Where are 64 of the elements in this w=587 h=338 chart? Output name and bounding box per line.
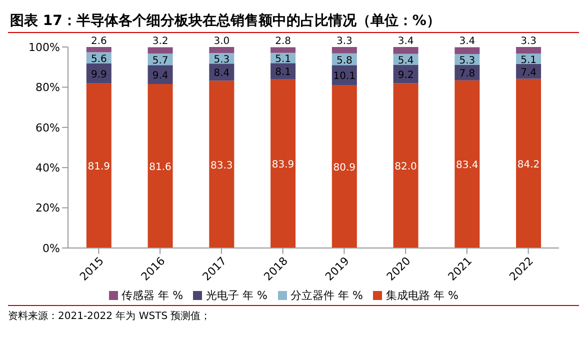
data-label: 3.3	[520, 36, 536, 47]
bar	[270, 79, 296, 248]
data-label: 9.9	[90, 69, 107, 80]
data-label: 5.4	[398, 55, 414, 66]
data-label: 2.6	[90, 36, 107, 47]
data-label: 3.4	[398, 36, 414, 47]
data-label: 9.2	[398, 70, 414, 81]
bar	[332, 85, 357, 248]
data-label: 3.3	[336, 36, 352, 47]
data-label: 5.1	[520, 54, 536, 66]
data-label: 5.6	[90, 54, 107, 65]
bar	[86, 83, 112, 248]
bar	[270, 47, 296, 53]
data-label: 10.1	[333, 71, 356, 82]
data-label: 8.4	[214, 68, 230, 80]
bar	[209, 80, 234, 248]
bar	[454, 80, 480, 248]
data-label: 83.3	[210, 160, 233, 172]
bar	[86, 47, 112, 52]
data-label: 83.9	[272, 160, 294, 171]
data-label: 81.9	[88, 162, 110, 173]
legend-label: 集成电路 年 %	[386, 289, 458, 302]
data-label: 5.1	[275, 54, 291, 65]
legend-label: 分立器件 年 %	[290, 289, 363, 302]
bar	[516, 78, 542, 248]
bar	[148, 47, 173, 54]
bar	[148, 84, 173, 248]
data-label: 8.1	[275, 67, 291, 78]
y-tick-label: 20%	[36, 202, 60, 215]
legend-label: 光电子 年 %	[206, 289, 268, 302]
data-label: 80.9	[333, 162, 356, 174]
bar	[393, 83, 418, 248]
bar	[393, 64, 418, 84]
data-label: 3.4	[459, 36, 476, 48]
data-label: 82.0	[394, 162, 417, 173]
data-label: 84.2	[517, 159, 540, 170]
bar	[516, 64, 542, 79]
y-tick-label: 60%	[36, 121, 60, 134]
y-tick-label: 40%	[36, 162, 60, 175]
data-label: 5.8	[336, 55, 352, 66]
bar	[454, 47, 480, 54]
data-label: 3.2	[152, 36, 168, 48]
y-tick-label: 0%	[42, 242, 60, 255]
text: 资料来源：2021-2022 年为 WSTS 预测值；	[8, 305, 579, 323]
data-label: 7.8	[459, 68, 476, 80]
data-label: 2.8	[275, 36, 291, 48]
data-label: 3.0	[214, 36, 230, 47]
y-tick-label: 80%	[36, 81, 60, 94]
y-tick-label: 100%	[28, 40, 60, 54]
bar	[332, 47, 357, 54]
bar	[393, 47, 418, 54]
data-label: 5.3	[214, 54, 230, 66]
data-label: 7.4	[520, 67, 536, 78]
data-label: 5.3	[459, 55, 476, 66]
data-label: 83.4	[456, 160, 478, 172]
data-label: 81.6	[149, 162, 172, 173]
legend-label: 传感器 年 %	[122, 289, 184, 302]
bar	[516, 47, 542, 54]
data-label: 5.7	[152, 55, 168, 66]
bar	[148, 65, 173, 84]
bar	[454, 64, 480, 80]
chart-title: 图表 17：半导体各个细分板块在总销售额中的占比情况（单位：%）	[8, 8, 579, 33]
bar	[209, 47, 234, 54]
data-label: 9.4	[152, 70, 168, 82]
